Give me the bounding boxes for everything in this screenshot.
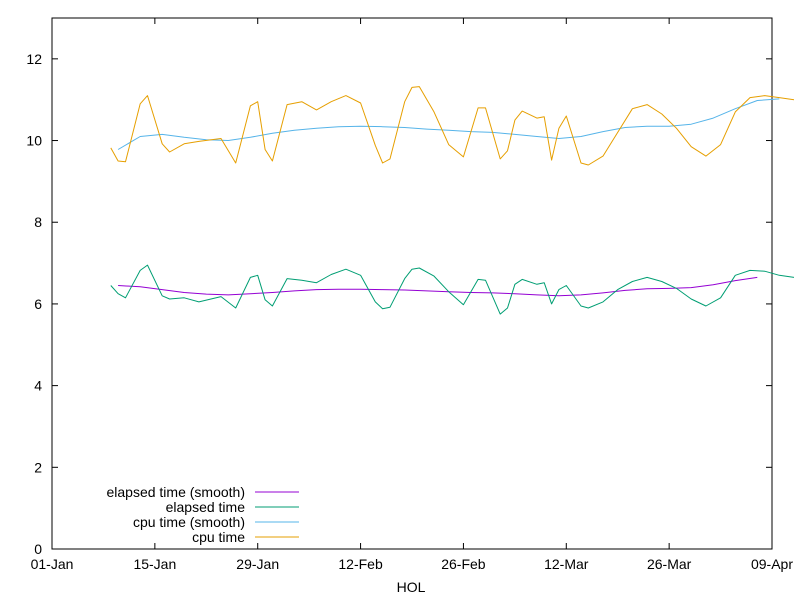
x-tick-label: 12-Feb <box>338 556 383 572</box>
x-tick-label: 26-Feb <box>441 556 486 572</box>
series-line-0 <box>118 276 758 297</box>
series-lines <box>110 86 795 315</box>
y-tick-label: 12 <box>26 51 42 67</box>
x-tick-label: 01-Jan <box>31 556 74 572</box>
legend-label: elapsed time (smooth) <box>106 484 245 500</box>
y-tick-label: 4 <box>34 378 42 394</box>
y-tick-label: 10 <box>26 133 42 149</box>
legend-label: elapsed time <box>166 499 246 515</box>
legend-label: cpu time (smooth) <box>133 514 245 530</box>
y-tick-label: 8 <box>34 214 42 230</box>
x-axis-title: HOL <box>397 579 426 595</box>
series-line-3 <box>110 86 795 166</box>
y-tick-label: 2 <box>34 459 42 475</box>
y-tick-label: 6 <box>34 296 42 312</box>
x-tick-label: 26-Mar <box>647 556 692 572</box>
y-tick-label: 0 <box>34 541 42 557</box>
legend-label: cpu time <box>192 529 245 545</box>
series-line-1 <box>110 264 795 315</box>
axis-ticks: 0 2 4 6 8 10 12 01-Jan 15-Jan 29-Jan 12-Feb 26-Feb 1… <box>26 18 793 572</box>
series-line-2 <box>117 98 780 150</box>
plot-frame <box>51 17 773 550</box>
x-tick-label: 15-Jan <box>133 556 176 572</box>
x-tick-label: 29-Jan <box>236 556 279 572</box>
x-tick-label: 09-Apr <box>751 556 793 572</box>
x-tick-label: 12-Mar <box>544 556 589 572</box>
